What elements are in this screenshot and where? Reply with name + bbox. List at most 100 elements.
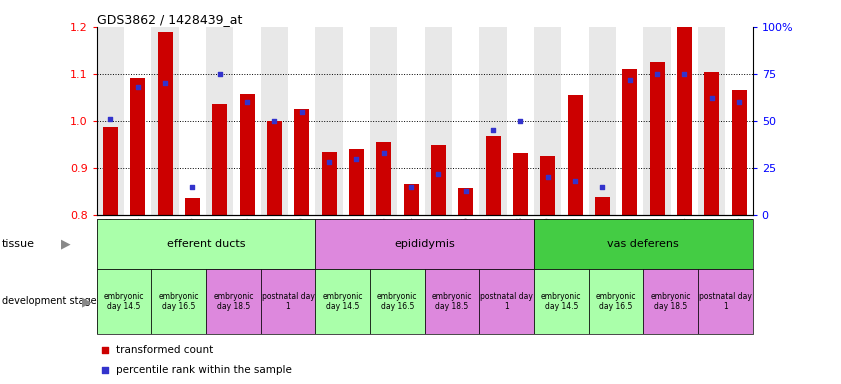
Bar [376, 142, 391, 215]
Point [459, 187, 473, 194]
Bar [288, 27, 315, 215]
Point [241, 99, 254, 105]
Bar [124, 27, 151, 215]
Bar [534, 27, 561, 215]
Bar [342, 27, 370, 215]
Point [213, 71, 226, 77]
Bar [178, 27, 206, 215]
Bar [458, 188, 473, 215]
Bar [294, 109, 309, 215]
Bar [534, 269, 589, 334]
Text: embryonic
day 14.5: embryonic day 14.5 [541, 292, 582, 311]
Point [678, 71, 691, 77]
Bar [540, 156, 555, 215]
Bar [513, 153, 528, 215]
Point [514, 118, 527, 124]
Text: tissue: tissue [2, 239, 34, 249]
Point [322, 159, 336, 166]
Text: GDS3862 / 1428439_at: GDS3862 / 1428439_at [97, 13, 242, 26]
Bar [315, 219, 534, 269]
Bar [261, 269, 315, 334]
Bar [479, 27, 506, 215]
Text: percentile rank within the sample: percentile rank within the sample [116, 364, 293, 375]
Text: efferent ducts: efferent ducts [167, 239, 246, 249]
Bar [370, 269, 425, 334]
Bar [616, 27, 643, 215]
Text: embryonic
day 18.5: embryonic day 18.5 [431, 292, 473, 311]
Bar [622, 69, 637, 215]
Point [267, 118, 281, 124]
Bar [589, 27, 616, 215]
Bar [506, 27, 534, 215]
Text: postnatal day
1: postnatal day 1 [262, 292, 315, 311]
Text: embryonic
day 18.5: embryonic day 18.5 [213, 292, 254, 311]
Bar [595, 197, 610, 215]
Text: transformed count: transformed count [116, 345, 214, 355]
Bar [425, 27, 452, 215]
Point [131, 84, 145, 90]
Bar [97, 219, 315, 269]
Bar [233, 27, 261, 215]
Point [158, 80, 172, 86]
Bar [643, 269, 698, 334]
Bar [315, 269, 370, 334]
Bar [321, 152, 336, 215]
Bar [206, 27, 233, 215]
Point [486, 127, 500, 134]
Bar [349, 149, 364, 215]
Bar [431, 146, 446, 215]
Bar [698, 27, 725, 215]
Text: postnatal day
1: postnatal day 1 [480, 292, 533, 311]
Text: ▶: ▶ [61, 237, 70, 250]
Bar [157, 31, 172, 215]
Text: embryonic
day 14.5: embryonic day 14.5 [103, 292, 145, 311]
Point [595, 184, 609, 190]
Point [431, 170, 445, 177]
Bar [151, 27, 178, 215]
Point [733, 99, 746, 105]
Bar [452, 27, 479, 215]
Bar [97, 269, 151, 334]
Bar [568, 95, 583, 215]
Bar [643, 27, 670, 215]
Bar [485, 136, 500, 215]
Bar [404, 184, 419, 215]
Bar [561, 27, 589, 215]
Text: embryonic
day 16.5: embryonic day 16.5 [158, 292, 199, 311]
Bar [97, 27, 124, 215]
Bar [677, 27, 692, 215]
Point [186, 184, 199, 190]
Text: epididymis: epididymis [394, 239, 455, 249]
Text: embryonic
day 16.5: embryonic day 16.5 [377, 292, 418, 311]
Bar [370, 27, 397, 215]
Bar [534, 219, 753, 269]
Bar [185, 198, 200, 215]
Point [569, 178, 582, 184]
Bar [589, 269, 643, 334]
Point [541, 174, 554, 180]
Text: postnatal day
1: postnatal day 1 [699, 292, 752, 311]
Point [98, 347, 111, 353]
Bar [670, 27, 698, 215]
Bar [704, 71, 719, 215]
Text: ▶: ▶ [82, 295, 92, 308]
Bar [103, 127, 118, 215]
Bar [425, 269, 479, 334]
Bar [261, 27, 288, 215]
Point [350, 156, 363, 162]
Bar [732, 90, 747, 215]
Point [377, 150, 390, 156]
Point [98, 366, 111, 372]
Point [405, 184, 418, 190]
Text: vas deferens: vas deferens [607, 239, 680, 249]
Bar [130, 78, 145, 215]
Bar [267, 121, 282, 215]
Point [295, 109, 309, 115]
Text: embryonic
day 18.5: embryonic day 18.5 [650, 292, 691, 311]
Point [623, 76, 637, 83]
Text: embryonic
day 14.5: embryonic day 14.5 [322, 292, 363, 311]
Bar [397, 27, 425, 215]
Bar [725, 27, 753, 215]
Bar [151, 269, 206, 334]
Bar [315, 27, 342, 215]
